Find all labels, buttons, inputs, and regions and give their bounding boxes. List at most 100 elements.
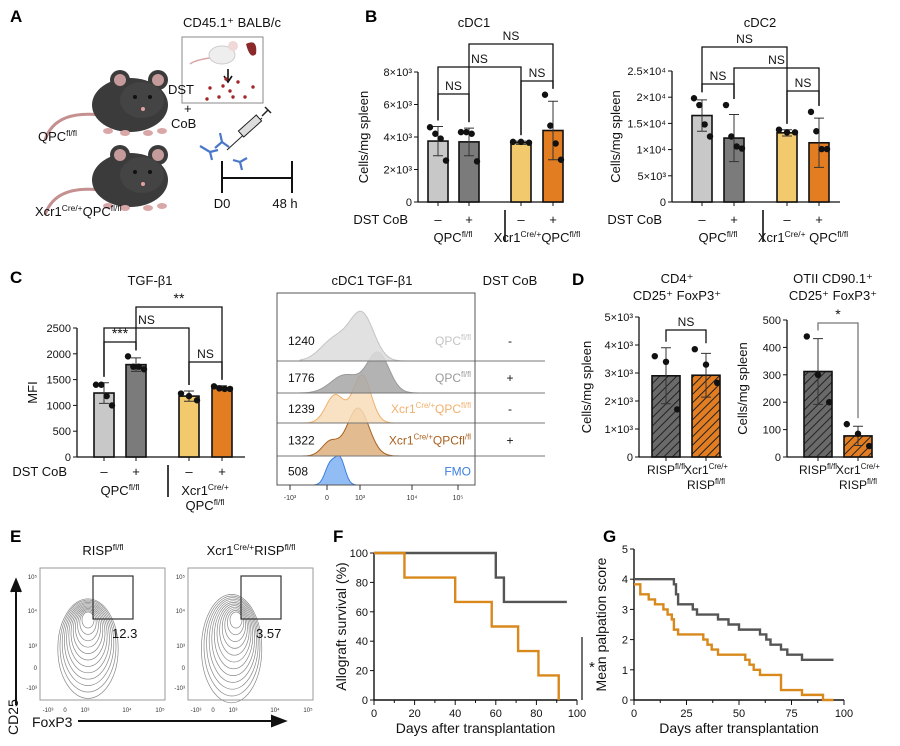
data-point: [98, 381, 105, 388]
paw: [143, 205, 153, 211]
significance-bracket: [786, 90, 820, 124]
category-label: RISPfl/fl​: [687, 477, 725, 492]
nose: [141, 182, 145, 186]
data-point: [696, 101, 703, 109]
y-tick-label: 1×10⁴: [636, 145, 666, 157]
y-tick-label: 10⁵: [176, 574, 186, 581]
significance-bracket: [701, 83, 735, 100]
y-tick-label: 100: [350, 548, 368, 560]
sample-label: QPCfl/fl​: [435, 333, 471, 348]
x-tick-label: 60: [490, 708, 502, 720]
category-label: –: [185, 464, 193, 479]
plot-title: RISPfl/fl​: [82, 542, 123, 558]
data-point: [738, 145, 746, 152]
category-label: –: [783, 212, 791, 227]
data-point: [691, 346, 698, 353]
chart-title: CD25⁺ FoxP3⁺: [789, 288, 877, 303]
error-bar: [433, 125, 443, 157]
series-line: [374, 551, 560, 700]
group-label: QPCfl/fl​: [699, 229, 738, 245]
data-point: [690, 95, 698, 102]
bar: [776, 132, 798, 203]
tail: [43, 112, 101, 141]
bar: [178, 395, 200, 458]
data-point: [791, 129, 799, 136]
y-tick-label: 80: [356, 577, 368, 589]
y-tick-label: 1×10³: [605, 424, 634, 436]
error-bar: [131, 357, 141, 372]
data-point: [651, 353, 658, 360]
eye: [133, 95, 137, 99]
head: [120, 82, 164, 118]
significance-label: ***: [112, 325, 129, 341]
category-label: –: [698, 212, 706, 227]
x-tick-label: 0: [211, 708, 215, 714]
y-tick-label: 100: [763, 425, 781, 437]
contour-line: [214, 602, 254, 670]
category-label: Xcr1Cre/+​: [836, 462, 880, 477]
data-point: [818, 145, 825, 153]
ear-inner: [152, 149, 164, 161]
x-axis-label: Days after transplantation: [396, 720, 556, 736]
data-point: [130, 363, 137, 370]
data-point: [728, 133, 735, 140]
sample-label: Xcr1Cre/+​QPCfl/fl​: [391, 401, 471, 416]
significance-label: NS: [471, 52, 488, 66]
category-label: +: [132, 464, 140, 479]
head: [120, 157, 164, 193]
paw: [157, 203, 167, 209]
data-point: [775, 126, 783, 133]
bar: [510, 141, 532, 203]
error-bar: [548, 100, 558, 161]
contour-line: [59, 599, 117, 693]
contour-line: [201, 594, 263, 704]
data-point: [185, 392, 193, 400]
sample-label: Xcr1Cre/+​QPCfl/fl​: [389, 433, 471, 448]
y-tick-label: 400: [763, 342, 781, 354]
chart-title: cDC1: [458, 15, 491, 30]
contour-line: [224, 608, 246, 642]
significance-label: NS: [678, 315, 695, 329]
data-point: [442, 157, 450, 164]
significance-bracket: [701, 46, 788, 124]
data-point: [108, 402, 116, 409]
contour-line: [81, 611, 95, 629]
error-bar: [814, 117, 824, 168]
x-tick-label: 10³: [229, 708, 238, 714]
data-point: [140, 366, 148, 373]
data-point: [722, 101, 730, 109]
data-point: [437, 135, 444, 142]
x-tick-label: 80: [530, 708, 542, 720]
mfi-value: 1322: [288, 434, 315, 448]
x-tick-label: 0: [63, 708, 67, 714]
x-tick-label: 10³: [81, 708, 90, 714]
row-label: DST CoB: [353, 212, 408, 227]
y-tick-label: 6×10³: [384, 100, 413, 112]
group-label: QPCfl/fl​: [186, 497, 225, 513]
eye: [133, 170, 137, 174]
group-label: QPCfl/fl​: [434, 229, 473, 245]
y-tick-label: 200: [763, 397, 781, 409]
contour-line: [61, 600, 115, 686]
data-point: [426, 124, 434, 131]
plot-frame: [187, 567, 314, 701]
panel-label-e: E: [10, 527, 21, 546]
gate-percent: 3.57: [256, 626, 281, 641]
x-tick-label: 100: [568, 708, 586, 720]
series-line: [634, 578, 834, 662]
panel-label-a: A: [10, 7, 22, 26]
contour-line: [77, 609, 99, 642]
x-tick-label: 10⁵: [303, 707, 313, 714]
y-tick-label: 10³: [176, 644, 185, 650]
y-axis-label: MFI: [25, 381, 40, 403]
y-tick-label: 5: [622, 544, 628, 556]
donor-mouse-icon: [189, 41, 238, 65]
data-point: [177, 390, 185, 397]
category-label: –: [434, 212, 442, 227]
x-tick-label: 100: [835, 708, 853, 720]
significance-bracket: [437, 66, 522, 136]
x-tick-label: 20: [408, 708, 420, 720]
bar: [125, 363, 147, 458]
contour-line: [206, 597, 259, 690]
data-point: [541, 91, 549, 98]
